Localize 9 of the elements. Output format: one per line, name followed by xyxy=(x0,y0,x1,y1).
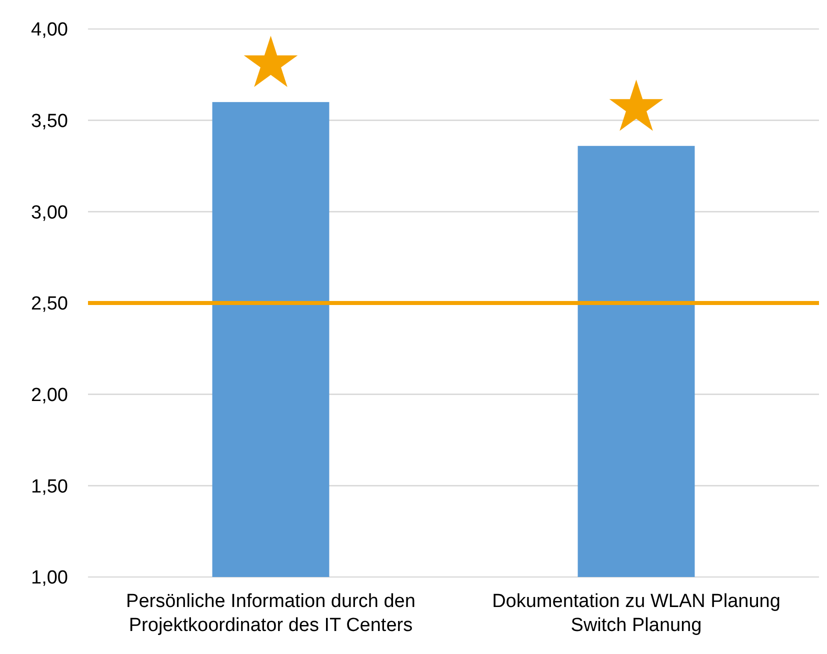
y-tick-label: 1,50 xyxy=(31,476,68,498)
x-tick-label: Dokumentation zu WLAN Planung Switch Planung xyxy=(492,591,780,636)
y-tick-label: 1,00 xyxy=(31,568,68,589)
y-tick-label: 2,00 xyxy=(31,384,68,406)
y-tick-label: 3,50 xyxy=(31,110,68,132)
y-tick-label: 4,00 xyxy=(31,20,68,41)
y-tick-label: 3,00 xyxy=(31,202,68,224)
y-tick-label: 2,50 xyxy=(31,294,68,315)
x-tick-label: Persönliche Information durch den Projektkoordinator des IT Centers xyxy=(126,591,416,636)
